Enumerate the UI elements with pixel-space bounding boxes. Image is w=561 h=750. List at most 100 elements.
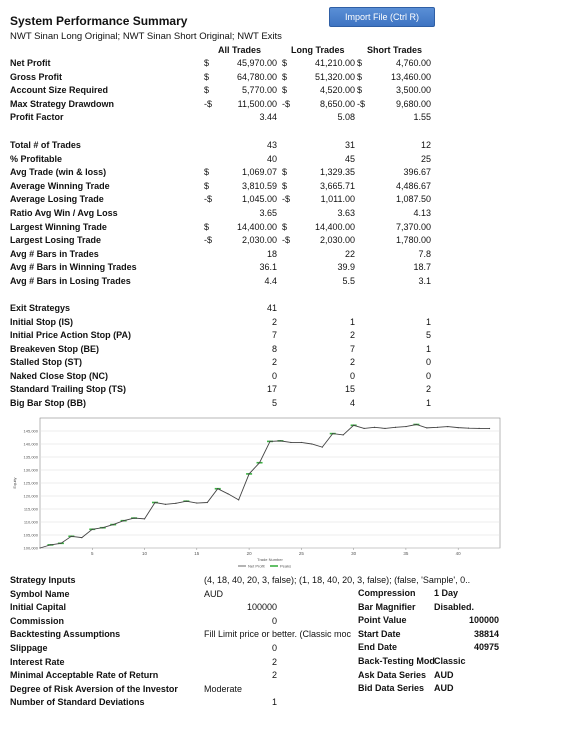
data-point	[112, 524, 114, 526]
data-point	[60, 542, 62, 544]
cell-value-long: 1,329.35	[319, 167, 355, 178]
cell-value-all: 2	[271, 357, 277, 367]
currency-symbol: -$	[204, 98, 213, 109]
cell-value-all: 5,770.00	[241, 85, 277, 95]
data-point	[468, 427, 470, 429]
cell-value-short: 1	[425, 343, 431, 354]
x-tick-label: 20	[247, 551, 253, 556]
cell-value-short: 3,500.00	[395, 85, 431, 95]
cell-value-all: 8	[271, 343, 277, 354]
row-label: Avg # Bars in Losing Trades	[10, 276, 131, 286]
data-point	[447, 425, 449, 428]
currency-symbol: $	[282, 180, 288, 191]
data-point	[457, 427, 459, 429]
setting-value: 38814	[473, 628, 499, 639]
x-tick-label: 15	[194, 551, 200, 556]
data-point	[373, 426, 376, 428]
cell-value-long: 45	[344, 153, 355, 164]
data-point	[206, 501, 208, 504]
data-point	[164, 503, 167, 505]
cell-value-all: 3.44	[259, 112, 277, 122]
currency-symbol: $	[357, 71, 363, 82]
setting-value: AUD	[434, 683, 454, 694]
input-label: Degree of Risk Aversion of the Investor	[10, 683, 178, 694]
row-label: Max Strategy Drawdown	[10, 98, 115, 109]
data-point	[91, 528, 93, 530]
row-label: % Profitable	[10, 153, 63, 164]
data-point	[39, 547, 41, 549]
data-point	[248, 473, 250, 475]
x-tick-label: 10	[142, 551, 148, 556]
row-label: Breakeven Stop (BE)	[10, 343, 100, 354]
row-label: Average Winning Trade	[10, 180, 110, 191]
setting-value: 100000	[468, 615, 499, 626]
report-subtitle: NWT Sinan Long Original; NWT Sinan Short…	[10, 31, 282, 42]
y-tick-label: 135,000	[24, 455, 39, 460]
data-point	[217, 488, 219, 490]
data-point	[394, 426, 397, 428]
setting-value: 1 Day	[434, 588, 459, 598]
cell-value-all: 1,045.00	[241, 194, 277, 205]
cell-value-long: 31	[344, 140, 355, 150]
setting-label: Point Value	[358, 615, 407, 626]
row-label: Exit Strategys	[10, 303, 71, 313]
legend-peaks-label: Peaks	[280, 564, 291, 569]
cell-value-all: 3.65	[259, 208, 277, 218]
row-label: Largest Winning Trade	[10, 221, 107, 232]
cell-value-short: 2	[425, 384, 431, 394]
cell-value-long: 5.5	[342, 276, 355, 286]
data-point	[384, 427, 386, 429]
currency-symbol: $	[204, 71, 210, 82]
input-label: Minimal Acceptable Rate of Return	[10, 670, 159, 681]
column-header-1: Long Trades	[291, 45, 345, 55]
cell-value-long: 2	[349, 330, 355, 340]
cell-value-long: 7	[349, 343, 355, 354]
currency-symbol: $	[204, 85, 210, 95]
cell-value-short: 4.13	[413, 208, 431, 218]
cell-value-short: 7,370.00	[395, 221, 431, 232]
cell-value-short: 5	[425, 330, 431, 340]
x-tick-label: 40	[456, 551, 462, 556]
currency-symbol: $	[282, 167, 288, 178]
cell-value-long: 2,030.00	[319, 235, 355, 246]
setting-value: Disabled.	[434, 601, 475, 612]
row-label: Standard Trailing Stop (TS)	[10, 384, 127, 394]
row-label: Largest Losing Trade	[10, 235, 102, 246]
row-label: Profit Factor	[10, 112, 64, 122]
input-label: Backtesting Assumptions	[10, 629, 121, 640]
row-label: Account Size Required	[10, 85, 109, 95]
cell-value-all: 36.1	[259, 262, 277, 273]
data-point	[290, 441, 292, 444]
data-point	[70, 535, 72, 537]
row-label: Ratio Avg Win / Avg Loss	[10, 208, 118, 218]
data-point	[426, 427, 428, 429]
cell-value-long: 15	[344, 384, 355, 394]
y-tick-label: 125,000	[24, 481, 39, 486]
cell-value-short: 13,460.00	[390, 71, 431, 82]
cell-value-all: 17	[266, 384, 277, 394]
cell-value-short: 9,680.00	[395, 98, 431, 109]
data-point	[321, 446, 323, 448]
y-tick-label: 105,000	[24, 533, 39, 538]
import-file-button[interactable]: Import File (Ctrl R)	[329, 7, 435, 27]
row-label: Avg # Bars in Winning Trades	[10, 262, 137, 273]
x-tick-label: 30	[351, 551, 357, 556]
cell-value-long: 5.08	[337, 112, 355, 122]
setting-value: 40975	[473, 642, 499, 653]
currency-symbol: -$	[282, 98, 291, 109]
report-title: System Performance Summary	[10, 14, 188, 28]
cell-value-all: 40	[266, 153, 277, 164]
input-label: Number of Standard Deviations	[10, 697, 145, 708]
data-point	[154, 501, 156, 504]
currency-symbol: -$	[204, 235, 213, 246]
cell-value-short: 4,486.67	[395, 180, 431, 191]
legend-net-profit-label: Net Profit	[248, 564, 266, 569]
data-point	[279, 440, 282, 442]
input-value: Fill Limit price or better. (Classic moc	[204, 629, 352, 640]
currency-symbol: $	[204, 221, 210, 232]
currency-symbol: $	[204, 180, 210, 191]
input-value: (4, 18, 40, 20, 3, false); (1, 18, 40, 2…	[204, 575, 471, 585]
cell-value-long: 1	[349, 316, 355, 327]
cell-value-long: 0	[349, 370, 355, 381]
data-point	[133, 517, 135, 519]
